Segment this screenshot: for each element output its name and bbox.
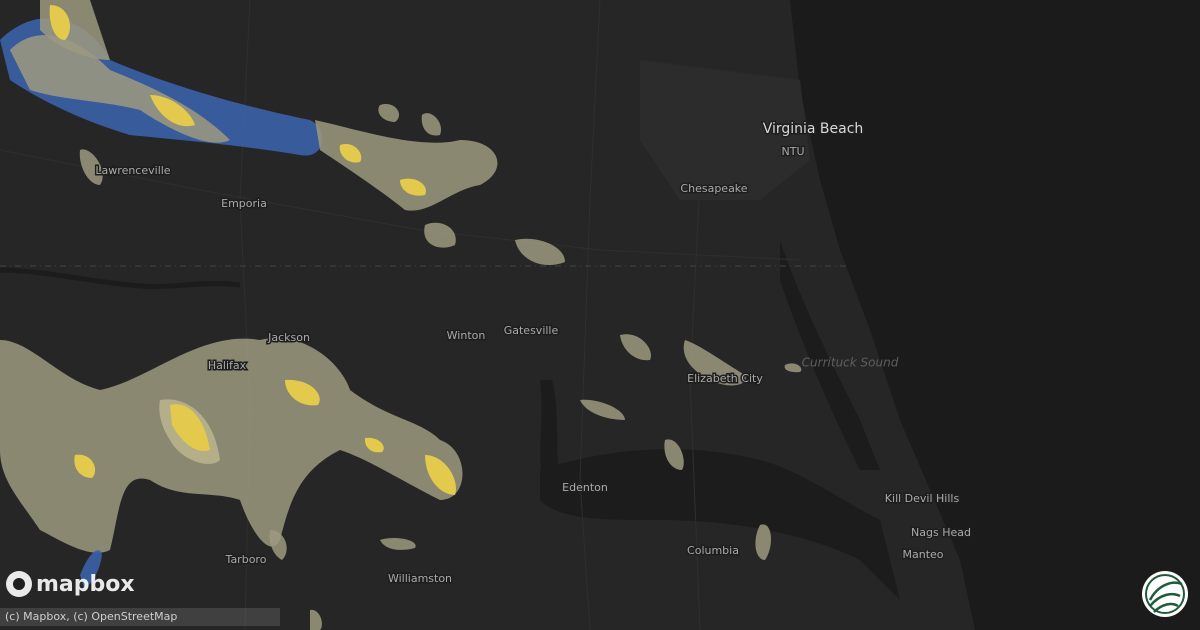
city-label: Winton <box>447 329 486 342</box>
chowan-river <box>540 380 560 490</box>
city-label: Virginia Beach <box>763 121 864 137</box>
city-label: Elizabeth City <box>687 372 763 385</box>
city-label: Manteo <box>902 548 943 561</box>
city-label: Chesapeake <box>680 182 747 195</box>
lake-gaston <box>0 267 241 289</box>
city-label: Tarboro <box>225 553 267 566</box>
road <box>0 149 801 261</box>
city-label: Gatesville <box>504 324 559 337</box>
city-label: Halifax <box>208 359 247 372</box>
city-label: Emporia <box>221 197 267 210</box>
precipitation <box>0 0 802 630</box>
brand-icon <box>1142 571 1188 617</box>
currituck-sound <box>780 240 880 470</box>
mapbox-logo: mapbox <box>6 571 135 597</box>
attribution-box <box>0 608 280 626</box>
road <box>579 0 601 630</box>
city-label: Columbia <box>687 544 739 557</box>
city-label: Williamston <box>388 572 452 585</box>
city-label: Edenton <box>562 481 608 494</box>
albemarle-sound <box>540 449 900 600</box>
city-label: Lawrenceville <box>95 164 170 177</box>
urban-area <box>640 60 810 200</box>
mapbox-wordmark: mapbox <box>36 572 135 597</box>
water-label: Currituck Sound <box>802 356 899 370</box>
attribution: (c) Mapbox, (c) OpenStreetMap <box>5 610 177 623</box>
city-label: Kill Devil Hills <box>885 492 960 505</box>
city-label: Nags Head <box>911 526 971 539</box>
city-label: NTU <box>782 145 805 158</box>
city-label: Jackson <box>267 331 310 344</box>
road <box>689 179 701 630</box>
